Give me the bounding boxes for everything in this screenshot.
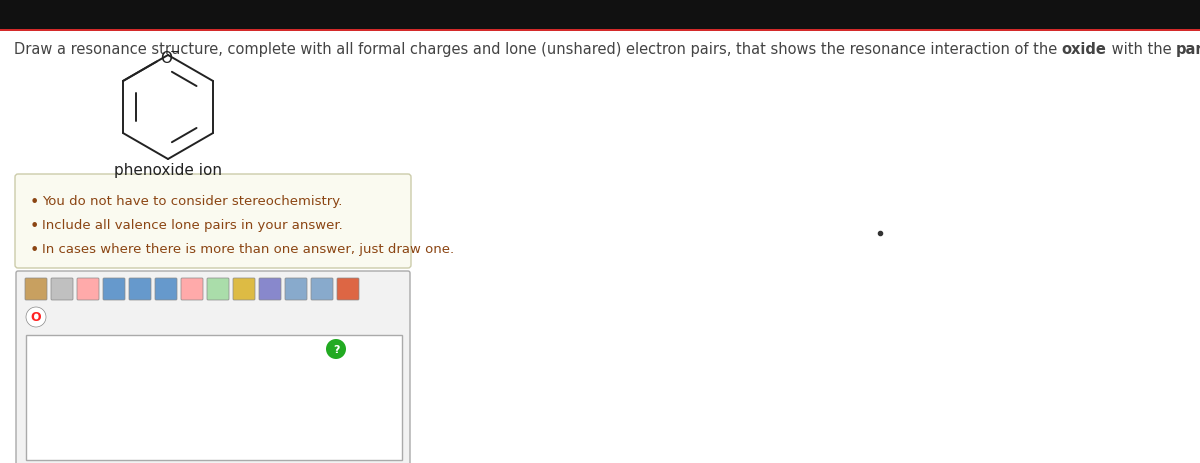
Text: −: − — [169, 45, 180, 58]
FancyBboxPatch shape — [16, 271, 410, 463]
FancyBboxPatch shape — [130, 278, 151, 300]
FancyBboxPatch shape — [14, 175, 410, 269]
Bar — [26, 335, 402, 460]
Text: O: O — [160, 51, 172, 66]
FancyBboxPatch shape — [311, 278, 334, 300]
FancyBboxPatch shape — [25, 278, 47, 300]
Text: •: • — [30, 194, 40, 210]
FancyBboxPatch shape — [103, 278, 125, 300]
Text: with the: with the — [1106, 42, 1176, 57]
FancyBboxPatch shape — [259, 278, 281, 300]
Circle shape — [326, 339, 346, 359]
Circle shape — [26, 307, 46, 327]
FancyBboxPatch shape — [155, 278, 178, 300]
Text: •: • — [30, 243, 40, 257]
Bar — [0, 0, 1200, 30]
Text: In cases where there is more than one answer, just draw one.: In cases where there is more than one an… — [42, 243, 454, 256]
Text: oxide: oxide — [1062, 42, 1106, 57]
FancyBboxPatch shape — [181, 278, 203, 300]
FancyBboxPatch shape — [208, 278, 229, 300]
Text: O: O — [31, 311, 41, 324]
FancyBboxPatch shape — [50, 278, 73, 300]
Text: para: para — [1176, 42, 1200, 57]
Text: •: • — [30, 219, 40, 233]
FancyBboxPatch shape — [286, 278, 307, 300]
FancyBboxPatch shape — [233, 278, 256, 300]
Text: Draw a resonance structure, complete with all formal charges and lone (unshared): Draw a resonance structure, complete wit… — [14, 42, 1062, 57]
Text: ?: ? — [332, 344, 340, 354]
Text: Include all valence lone pairs in your answer.: Include all valence lone pairs in your a… — [42, 219, 343, 232]
FancyBboxPatch shape — [77, 278, 98, 300]
FancyBboxPatch shape — [337, 278, 359, 300]
Text: phenoxide ion: phenoxide ion — [114, 163, 222, 178]
Text: You do not have to consider stereochemistry.: You do not have to consider stereochemis… — [42, 194, 342, 207]
